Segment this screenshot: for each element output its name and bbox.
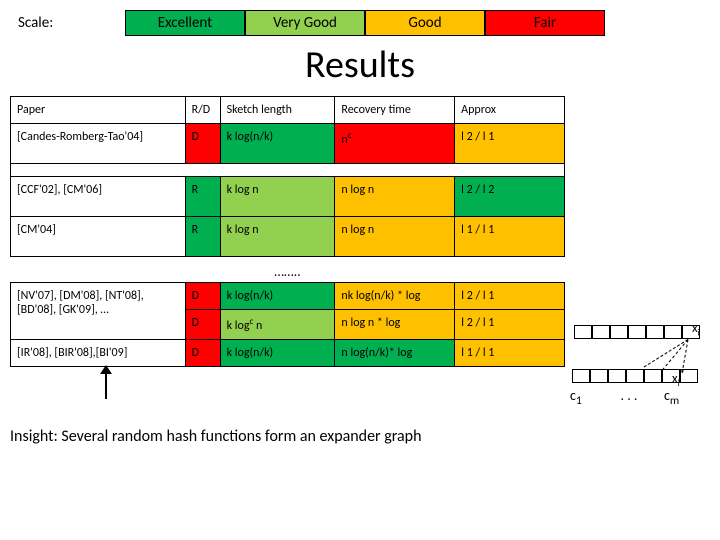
table-cell: k log(n/k)	[220, 124, 335, 164]
column-header: Recovery time	[335, 97, 455, 124]
table-cell: R	[185, 177, 220, 217]
column-header: Sketch length	[220, 97, 335, 124]
xi-label: xi	[692, 321, 700, 339]
scale-cell: Excellent	[125, 10, 245, 36]
grid-cell	[628, 325, 646, 339]
table-cell: [IR'08], [BIR'08],[BI'09]	[11, 340, 186, 367]
scale-cell: Good	[365, 10, 485, 36]
ellipsis: ……..	[10, 257, 565, 282]
insight-text: Insight: Several random hash functions f…	[10, 427, 710, 446]
c-labels: c1 . . . cm	[570, 387, 710, 408]
grid-cell	[646, 325, 664, 339]
table-cell: nc	[335, 124, 455, 164]
table-cell: l 2 / l 1	[455, 310, 565, 340]
page-title: Results	[10, 42, 710, 88]
grid-cell	[664, 325, 682, 339]
table-cell: [NV'07], [DM'08], [NT'08], [BD'08], [GK'…	[11, 283, 186, 340]
table-cell: D	[185, 310, 220, 340]
bottom-cells	[572, 369, 710, 383]
results-table: PaperR/DSketch lengthRecovery timeApprox…	[10, 96, 565, 257]
column-header: Paper	[11, 97, 186, 124]
table-cell: l 2 / l 2	[455, 177, 565, 217]
grid-cell	[626, 369, 644, 383]
table-cell: k log n	[220, 177, 335, 217]
arrow-annotation	[10, 367, 565, 401]
table-cell: [Candes-Romberg-Tao'04]	[11, 124, 186, 164]
scale-legend: Scale: ExcellentVery GoodGoodFair	[10, 10, 710, 36]
table-cell: k logc n	[220, 310, 335, 340]
column-header: Approx	[455, 97, 565, 124]
top-cells	[574, 325, 710, 339]
hash-diagram: xi xi* c1 . . . cm	[570, 325, 710, 408]
table-cell: [CCF'02], [CM'06]	[11, 177, 186, 217]
table-cell: n log n * log	[335, 310, 455, 340]
table-cell: n log n	[335, 177, 455, 217]
grid-cell	[610, 325, 628, 339]
column-header: R/D	[185, 97, 220, 124]
table-cell: n log n	[335, 217, 455, 257]
table-cell: l 1 / l 1	[455, 217, 565, 257]
table-cell: l 2 / l 1	[455, 124, 565, 164]
table-cell: k log n	[220, 217, 335, 257]
scale-label: Scale:	[10, 10, 125, 36]
grid-cell	[572, 369, 590, 383]
table-cell: D	[185, 124, 220, 164]
table-cell: [CM'04]	[11, 217, 186, 257]
table-cell: nk log(n/k) * log	[335, 283, 455, 310]
table-cell: l 2 / l 1	[455, 283, 565, 310]
grid-cell	[590, 369, 608, 383]
grid-cell	[608, 369, 626, 383]
grid-cell	[592, 325, 610, 339]
scale-cell: Fair	[485, 10, 605, 36]
results-table-2: [NV'07], [DM'08], [NT'08], [BD'08], [GK'…	[10, 282, 565, 367]
grid-cell	[644, 369, 662, 383]
table-cell: n log(n/k)* log	[335, 340, 455, 367]
table-cell: D	[185, 340, 220, 367]
table-cell: k log(n/k)	[220, 340, 335, 367]
xi-star-label: xi*	[672, 367, 685, 389]
scale-cell: Very Good	[245, 10, 365, 36]
grid-cell	[574, 325, 592, 339]
table-cell: R	[185, 217, 220, 257]
table-cell: l 1 / l 1	[455, 340, 565, 367]
table-cell: k log(n/k)	[220, 283, 335, 310]
table-cell: D	[185, 283, 220, 310]
